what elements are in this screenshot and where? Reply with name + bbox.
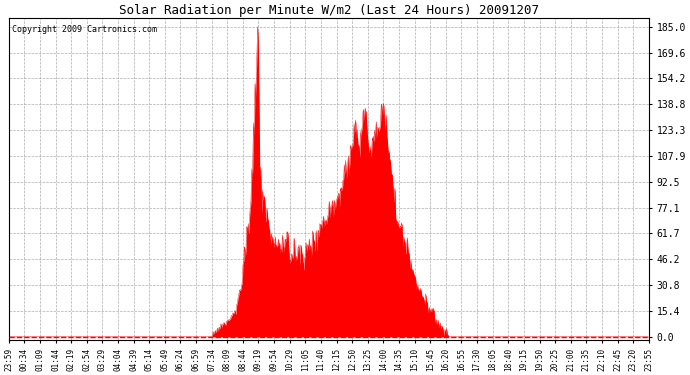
Text: Copyright 2009 Cartronics.com: Copyright 2009 Cartronics.com	[12, 25, 157, 34]
Title: Solar Radiation per Minute W/m2 (Last 24 Hours) 20091207: Solar Radiation per Minute W/m2 (Last 24…	[119, 4, 539, 17]
